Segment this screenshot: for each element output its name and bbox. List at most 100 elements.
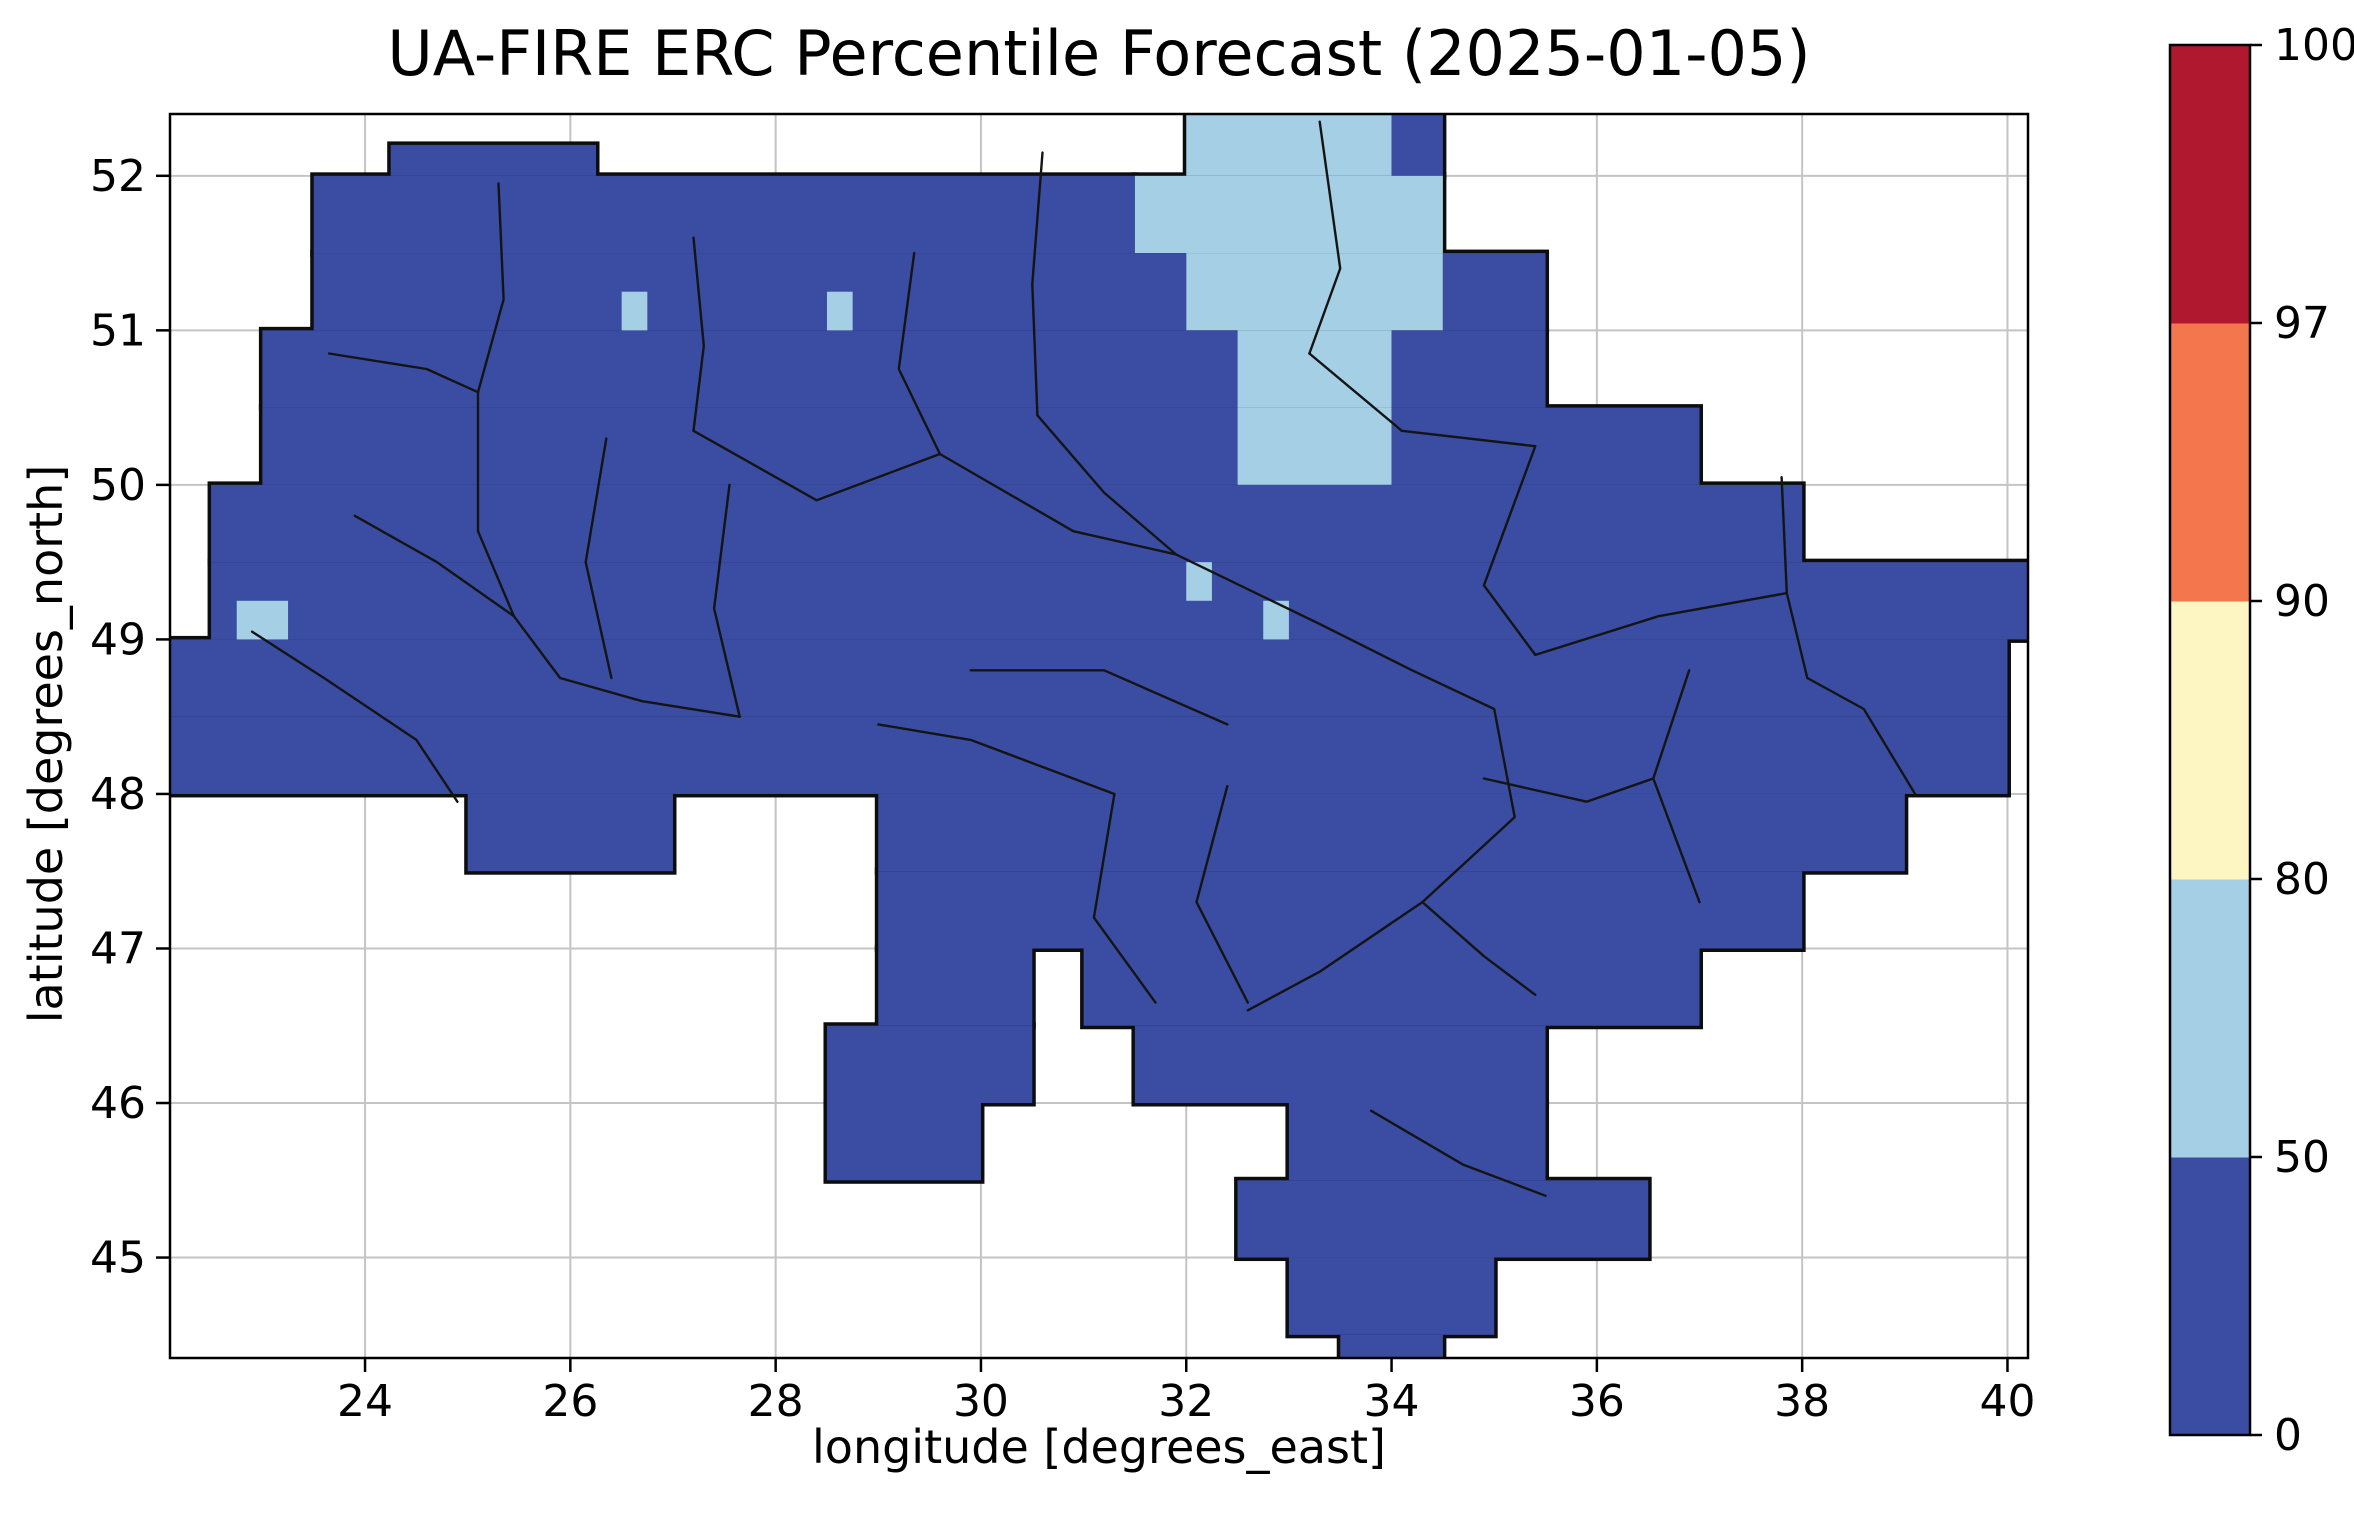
map-cell [826,1103,981,1181]
map-cell [262,330,1238,408]
y-tick-label: 51 [90,305,146,356]
x-tick-label: 26 [542,1376,598,1427]
x-tick-label: 36 [1569,1376,1625,1427]
region-boundary-line [512,615,741,718]
map-cell [878,871,1803,949]
y-tick-label: 46 [90,1078,146,1129]
colorbar-segment [2170,1157,2250,1436]
colorbar-tick-label: 50 [2274,1132,2330,1183]
map-cell [1134,1025,1546,1104]
x-tick-label: 28 [748,1376,804,1427]
map-cell [467,793,673,872]
region-boundary-line [327,352,480,394]
map-cell-fine [1186,562,1212,601]
map-cell [1391,114,1443,176]
region-boundary-line [1482,445,1537,657]
map-cell [1237,330,1392,408]
map-cell [313,253,1187,331]
colorbar-tick-label: 0 [2274,1410,2302,1461]
region-boundary-line [1534,591,1788,657]
map-cell-fine [826,291,853,331]
y-axis-label: latitude [degrees_north] [19,464,73,1024]
region-boundary-line [969,669,1229,726]
region-boundary-line [877,723,1116,796]
map-cell [826,1025,1033,1104]
map-cell [313,175,1135,254]
map-cell [1391,407,1700,485]
region-boundary-line [1036,414,1516,1012]
map-cell [211,562,2028,640]
region-boundary-line [250,630,459,803]
colorbar-frame [2168,43,2252,1437]
map-cell-fine [390,144,597,176]
colorbar-segment [2170,879,2250,1158]
map-cell [170,639,2008,717]
map-cell [1186,253,1443,331]
map-cell [170,716,2008,794]
region-boundary-line [353,514,516,618]
region-boundary-line [1421,900,1537,996]
x-tick-label: 34 [1364,1376,1420,1427]
map-cell-fine [621,291,648,331]
region-boundary-line [1308,352,1537,448]
map-cell [1340,1334,1443,1358]
y-axis-ticks: 45 46 47 48 49 50 51 52 [90,151,170,1284]
map-cell-fine [236,600,289,640]
x-tick-label: 30 [953,1376,1009,1427]
region-boundary-line [476,182,505,394]
region-boundary-line [1806,676,1917,796]
map-cell [1237,407,1392,485]
y-tick-label: 47 [90,923,146,974]
map-cell [878,948,1033,1026]
y-tick-label: 49 [90,614,146,665]
plot-frame [168,112,2030,1360]
colorbar-tick-label: 90 [2274,576,2330,627]
region-boundary-line [1092,792,1157,1004]
region-boundary-line [938,452,1178,556]
colorbar-tick-label: 97 [2274,298,2330,349]
map-cell [1288,1103,1546,1181]
heatmap-layer [170,114,2028,1358]
x-tick-label: 32 [1158,1376,1214,1427]
chart-title: UA-FIRE ERC Percentile Forecast (2025-01… [387,17,1811,90]
map-cell [1442,253,1546,331]
map-cell [1237,1180,1649,1258]
map-cell [211,484,1803,563]
x-tick-label: 40 [1979,1376,2035,1427]
region-boundary-line [584,437,613,680]
map-cell [1083,948,1700,1026]
y-tick-label: 50 [90,460,146,511]
y-tick-label: 48 [90,769,146,820]
region-boundary-line [692,429,942,502]
colorbar-tick-label: 80 [2274,854,2330,905]
region-boundary-line [1195,785,1249,1004]
x-axis-label: longitude [degrees_east] [812,1420,1386,1474]
region-boundary-line [712,483,741,718]
x-tick-label: 24 [337,1376,393,1427]
region-boundary-line [1308,120,1342,355]
map-cell [878,793,1905,872]
region-boundary-line [1482,777,1655,803]
region-boundary-line [1780,476,1809,680]
colorbar-segment [2170,323,2250,602]
region-boundaries [250,120,1917,1197]
colorbar-segment [2170,45,2250,324]
colorbar: 0 50 80 90 97 100 [2168,20,2354,1461]
colorbar-tick-label: 100 [2274,20,2354,71]
x-axis-ticks: 24 26 28 30 32 34 36 38 40 [337,1358,2035,1427]
map-cell [1134,175,1443,254]
region-boundary-line [1369,1109,1547,1197]
region-boundary-line [897,251,942,456]
map-cell [262,407,1238,485]
x-tick-label: 38 [1774,1376,1830,1427]
colorbar-segment [2170,601,2250,880]
region-boundary-line [692,236,705,432]
map-cell [1186,114,1392,176]
region-boundary-line [476,391,516,618]
map-cell [1391,330,1546,408]
y-tick-label: 52 [90,151,146,202]
region-boundary-line [1031,151,1044,417]
map-cell [1288,1257,1495,1335]
